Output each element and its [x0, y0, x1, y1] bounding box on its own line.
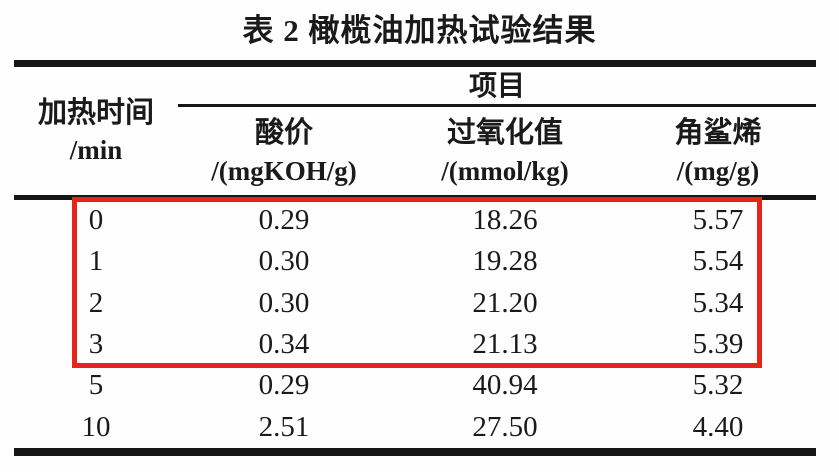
acid-value-cell: 0.34: [258, 327, 310, 360]
squalene-cell: 5.39: [692, 327, 744, 360]
top-rule: [14, 60, 816, 67]
column-label: 酸价: [254, 117, 313, 149]
time-cell: 1: [88, 245, 104, 278]
table-row: 1 0.30 19.28 5.54: [14, 241, 816, 282]
peroxide-value-cell: 18.26: [472, 204, 538, 236]
squalene-cell: 5.32: [692, 369, 744, 402]
squalene-cell: 5.34: [692, 286, 744, 319]
column-header-peroxide-value: 过氧化值 /(mmol/kg): [390, 107, 620, 195]
peroxide-value-cell: 21.13: [472, 327, 538, 360]
acid-value-cell: 0.30: [258, 245, 310, 278]
group-header-label: 项目: [468, 71, 525, 102]
squalene-cell: 5.54: [692, 245, 744, 278]
row-header-unit: /min: [69, 135, 123, 165]
acid-value-cell: 0.29: [258, 369, 310, 402]
item-group: 项目 酸价 /(mgKOH/g) 过氧化值 /(mmol/kg) 角鲨烯 /(m…: [178, 67, 816, 195]
time-cell: 0: [88, 204, 104, 236]
table-row: 3 0.34 21.13 5.39: [14, 324, 816, 365]
group-underline-rule: [178, 104, 816, 107]
acid-value-cell: 0.30: [258, 286, 310, 319]
bottom-rule: [14, 448, 816, 456]
table-row: 0 0.29 18.26 5.57: [14, 200, 816, 241]
table-caption: 表 2 橄榄油加热试验结果: [242, 13, 597, 48]
peroxide-value-cell: 19.28: [472, 245, 538, 278]
peroxide-value-cell: 40.94: [472, 369, 538, 402]
time-cell: 10: [81, 410, 111, 443]
time-cell: 3: [88, 327, 104, 360]
column-unit: /(mg/g): [676, 156, 760, 186]
row-header-label: 加热时间: [37, 97, 154, 129]
squalene-cell: 4.40: [692, 410, 744, 443]
time-cell: 2: [88, 286, 104, 319]
peroxide-value-cell: 21.20: [472, 286, 538, 319]
column-unit: /(mgKOH/g): [211, 156, 357, 186]
squalene-cell: 5.57: [692, 204, 744, 236]
table-row: 10 2.51 27.50 4.40: [14, 407, 816, 448]
column-header-squalene: 角鲨烯 /(mg/g): [620, 107, 816, 195]
column-header-acid-value: 酸价 /(mgKOH/g): [178, 107, 390, 195]
table-row: 5 0.29 40.94 5.32: [14, 365, 816, 406]
column-unit: /(mmol/kg): [441, 156, 569, 186]
table-header: 加热时间 /min 项目 酸价 /(mgKOH/g) 过氧化值 /(mmol/k…: [14, 67, 816, 195]
column-headers: 酸价 /(mgKOH/g) 过氧化值 /(mmol/kg) 角鲨烯 /(mg/g…: [178, 107, 816, 195]
acid-value-cell: 0.29: [258, 204, 310, 236]
acid-value-cell: 2.51: [258, 410, 310, 443]
table-body: 0 0.29 18.26 5.57 1 0.30 19.28 5.54 2 0.…: [0, 197, 839, 448]
column-label: 过氧化值: [446, 117, 563, 149]
peroxide-value-cell: 27.50: [472, 410, 538, 443]
time-cell: 5: [88, 369, 104, 402]
row-header-cell: 加热时间 /min: [14, 67, 178, 195]
table-row: 2 0.30 21.20 5.34: [14, 283, 816, 324]
column-label: 角鲨烯: [674, 117, 762, 149]
